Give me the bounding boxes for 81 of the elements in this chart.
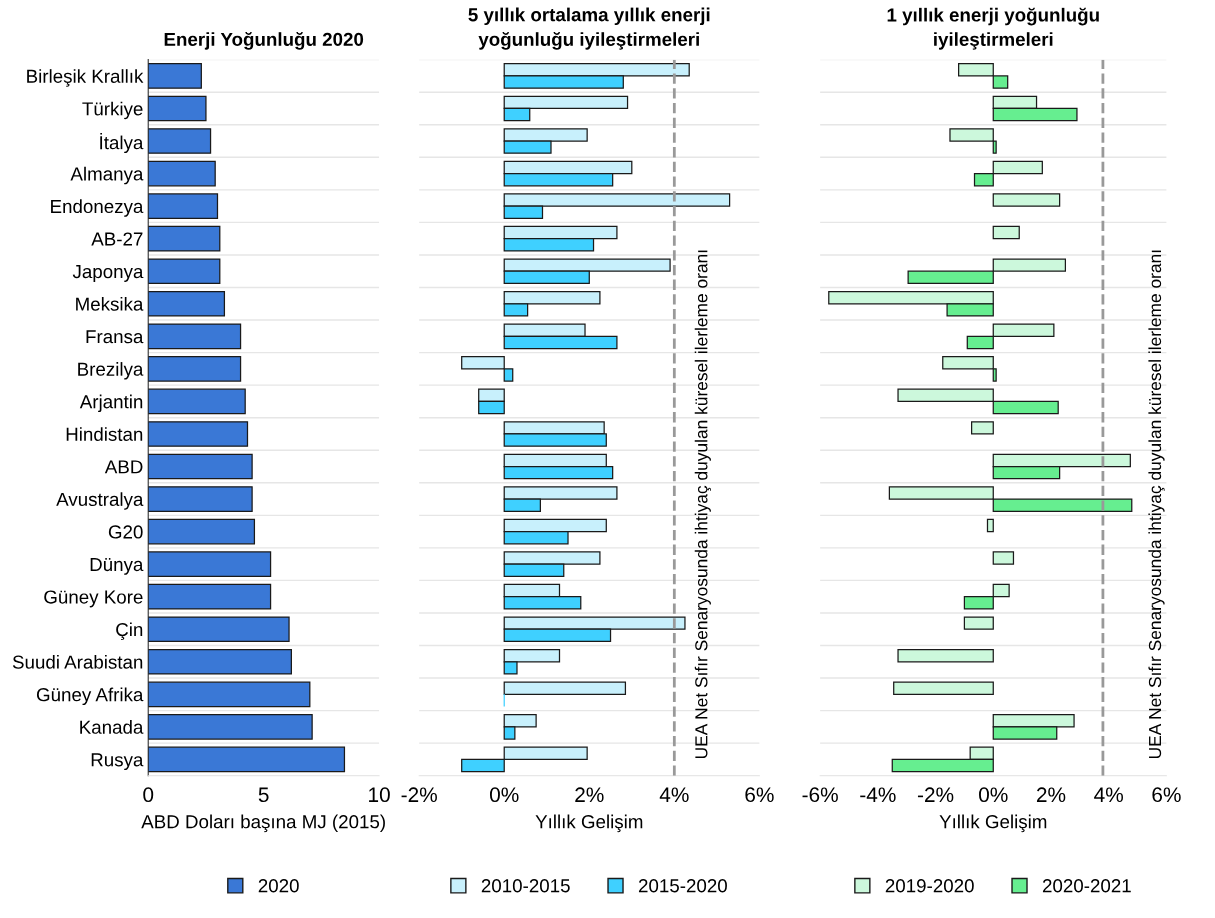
bar: [963, 616, 994, 630]
x-axis-title: Yıllık Gelişim: [535, 814, 643, 833]
x-tick-label: -4%: [860, 787, 896, 803]
x-tick-label: 0%: [489, 787, 519, 803]
y-tick-label: Kanada: [80, 720, 144, 734]
x-tick-label: 2%: [575, 787, 604, 803]
bar: [992, 551, 1015, 565]
bar: [148, 258, 221, 285]
y-tick-label: Türkiye: [82, 101, 143, 120]
bar: [897, 648, 994, 663]
y-tick-label: Güney Afrika: [36, 687, 144, 706]
x-tick-label: -2%: [401, 787, 437, 803]
bar: [148, 356, 242, 382]
x-tick-label: -2%: [917, 787, 954, 803]
legend-label: 2020: [258, 879, 299, 893]
bar: [148, 128, 212, 154]
bar: [148, 486, 253, 512]
x-axis-title: ABD Doları başına MJ (2015): [141, 814, 385, 833]
bar: [148, 160, 216, 187]
bar: [148, 193, 219, 219]
ref-line-label: UEA Net Sıfır Senaryosunda ihtiyaç duyulan küresel ilerleme oranı: [694, 250, 711, 759]
ref-line-label: UEA Net Sıfır Senaryosunda ihtiyaç duyulan küresel ilerleme oranı: [1148, 250, 1165, 759]
bar: [148, 323, 242, 350]
x-tick-label: 0%: [979, 787, 1008, 803]
bar: [986, 518, 994, 533]
bar: [148, 616, 290, 643]
y-tick-label: Çin: [116, 622, 143, 641]
chart-title: 5 yıllık ortalama yıllık enerji yoğunluğu iyileştirmeleri: [468, 7, 710, 50]
x-axis-title: Yıllık Gelişim: [939, 814, 1047, 833]
legend-label: 2019-2020: [885, 879, 974, 893]
y-tick-label: Hindistan: [66, 427, 143, 441]
bar: [148, 95, 207, 122]
y-tick-label: AB-27: [91, 232, 143, 246]
x-tick-label: 4%: [1094, 787, 1123, 803]
bar: [148, 388, 246, 415]
bar: [148, 290, 226, 317]
y-tick-label: Fransa: [86, 330, 144, 344]
bar: [148, 648, 292, 675]
bar: [893, 681, 994, 695]
bar: [148, 63, 202, 89]
x-tick-label: 10: [369, 787, 390, 803]
bar: [992, 193, 1061, 207]
y-tick-label: G20: [108, 525, 143, 539]
bar: [148, 714, 313, 740]
chart-title: 1 yıllık enerji yoğunluğu iyileştirmeleri: [887, 7, 1099, 50]
y-tick-label: ABD: [104, 460, 143, 474]
bar: [148, 421, 249, 447]
bar: [970, 421, 994, 435]
y-tick-label: Meksika: [76, 296, 144, 311]
bar: [148, 746, 346, 773]
x-tick-label: 6%: [1152, 787, 1181, 803]
y-tick-label: Rusya: [91, 753, 144, 771]
legend-label: 2020-2021: [1042, 879, 1131, 893]
y-tick-label: Suudi Arabistan: [12, 655, 143, 669]
chart-title: Enerji Yoğunluğu 2020: [164, 31, 364, 50]
y-tick-label: İtalya: [100, 132, 144, 154]
bar: [148, 583, 272, 610]
y-tick-label: Güney Kore: [44, 590, 143, 608]
x-tick-label: 6%: [745, 787, 774, 803]
bar: [992, 225, 1020, 240]
bar: [148, 681, 311, 708]
x-tick-label: 5: [258, 787, 269, 803]
bar: [148, 551, 272, 577]
x-tick-label: 2%: [1036, 787, 1066, 803]
y-tick-label: Japonya: [72, 265, 144, 282]
y-tick-label: Endonezya: [51, 199, 144, 217]
y-tick-label: Avustralya: [56, 492, 144, 510]
x-tick-label: 4%: [659, 787, 689, 803]
bar: [503, 681, 627, 695]
x-tick-label: -6%: [802, 787, 838, 803]
y-tick-label: Brezilya: [78, 362, 144, 380]
x-tick-label: 0: [143, 787, 154, 803]
y-tick-label: Arjantin: [79, 394, 143, 413]
bar: [148, 453, 253, 480]
bar: [148, 225, 221, 252]
bar: [148, 518, 256, 545]
y-tick-label: Almanya: [70, 166, 144, 185]
legend-label: 2010-2015: [481, 879, 570, 893]
legend-label: 2015-2020: [638, 879, 727, 893]
y-tick-label: Birleşik Krallık: [27, 69, 144, 87]
y-tick-label: Dünya: [90, 558, 144, 575]
